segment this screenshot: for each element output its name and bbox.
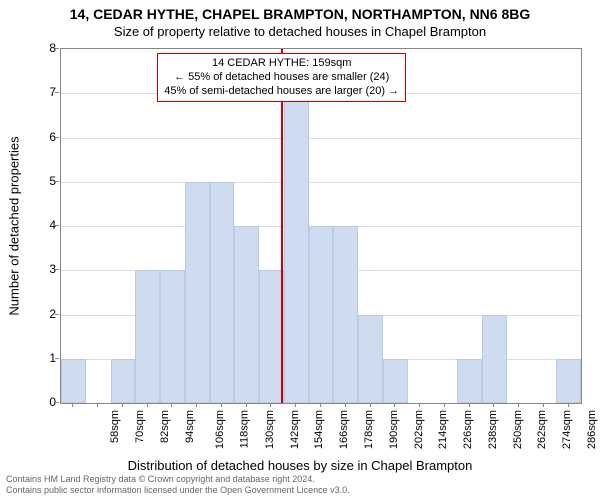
x-tick-label: 118sqm	[239, 410, 251, 448]
annotation-line: ← 55% of detached houses are smaller (24…	[164, 71, 399, 85]
histogram-bar	[333, 226, 358, 403]
x-tick-label: 214sqm	[437, 410, 449, 449]
chart-subtitle: Size of property relative to detached ho…	[0, 22, 600, 39]
x-tick-label: 202sqm	[413, 410, 425, 449]
grid-line	[61, 182, 581, 183]
histogram-bar	[160, 270, 185, 403]
histogram-bar	[185, 182, 210, 403]
histogram-bar	[111, 359, 136, 403]
x-tick-label: 286sqm	[586, 410, 598, 449]
grid-line	[61, 138, 581, 139]
histogram-bar	[482, 315, 507, 404]
histogram-bar	[556, 359, 581, 403]
x-tick-label: 82sqm	[159, 410, 171, 443]
histogram-bar	[234, 226, 259, 403]
histogram-bar	[284, 93, 309, 403]
histogram-bar	[210, 182, 235, 403]
y-tick-label: 8	[42, 41, 56, 55]
y-tick-label: 4	[42, 218, 56, 232]
y-tick-label: 7	[42, 85, 56, 99]
chart-container: 14, CEDAR HYTHE, CHAPEL BRAMPTON, NORTHA…	[0, 0, 600, 500]
x-tick-label: 262sqm	[536, 410, 548, 449]
y-tick-label: 1	[42, 351, 56, 365]
x-tick-label: 70sqm	[134, 410, 146, 443]
x-tick-label: 250sqm	[512, 410, 524, 449]
y-tick-label: 6	[42, 130, 56, 144]
histogram-bar	[383, 359, 408, 403]
plot-area: 14 CEDAR HYTHE: 159sqm← 55% of detached …	[60, 48, 582, 404]
histogram-bar	[135, 270, 160, 403]
y-tick-label: 3	[42, 262, 56, 276]
y-tick-label: 0	[42, 395, 56, 409]
x-tick-label: 166sqm	[338, 410, 350, 449]
x-tick-label: 58sqm	[109, 410, 121, 443]
chart-title-address: 14, CEDAR HYTHE, CHAPEL BRAMPTON, NORTHA…	[0, 0, 600, 22]
y-axis-label: Number of detached properties	[7, 136, 22, 315]
histogram-bar	[309, 226, 334, 403]
x-tick-label: 238sqm	[487, 410, 499, 449]
footer-line-2: Contains public sector information licen…	[6, 485, 350, 496]
x-tick-label: 130sqm	[264, 410, 276, 449]
x-tick-label: 94sqm	[184, 410, 196, 443]
histogram-bar	[457, 359, 482, 403]
annotation-line: 45% of semi-detached houses are larger (…	[164, 85, 399, 99]
x-tick-label: 142sqm	[289, 410, 301, 449]
x-tick-label: 226sqm	[462, 410, 474, 449]
footer-attribution: Contains HM Land Registry data © Crown c…	[6, 474, 350, 496]
histogram-bar	[358, 315, 383, 404]
x-tick-label: 274sqm	[561, 410, 573, 449]
annotation-box: 14 CEDAR HYTHE: 159sqm← 55% of detached …	[157, 53, 406, 102]
y-tick-label: 5	[42, 174, 56, 188]
y-tick-label: 2	[42, 307, 56, 321]
histogram-bar	[61, 359, 86, 403]
annotation-line: 14 CEDAR HYTHE: 159sqm	[164, 57, 399, 71]
x-tick-label: 178sqm	[363, 410, 375, 449]
x-axis-label: Distribution of detached houses by size …	[0, 458, 600, 473]
x-tick-label: 106sqm	[215, 410, 227, 449]
x-tick-label: 154sqm	[314, 410, 326, 449]
x-tick-label: 190sqm	[388, 410, 400, 449]
footer-line-1: Contains HM Land Registry data © Crown c…	[6, 474, 350, 485]
